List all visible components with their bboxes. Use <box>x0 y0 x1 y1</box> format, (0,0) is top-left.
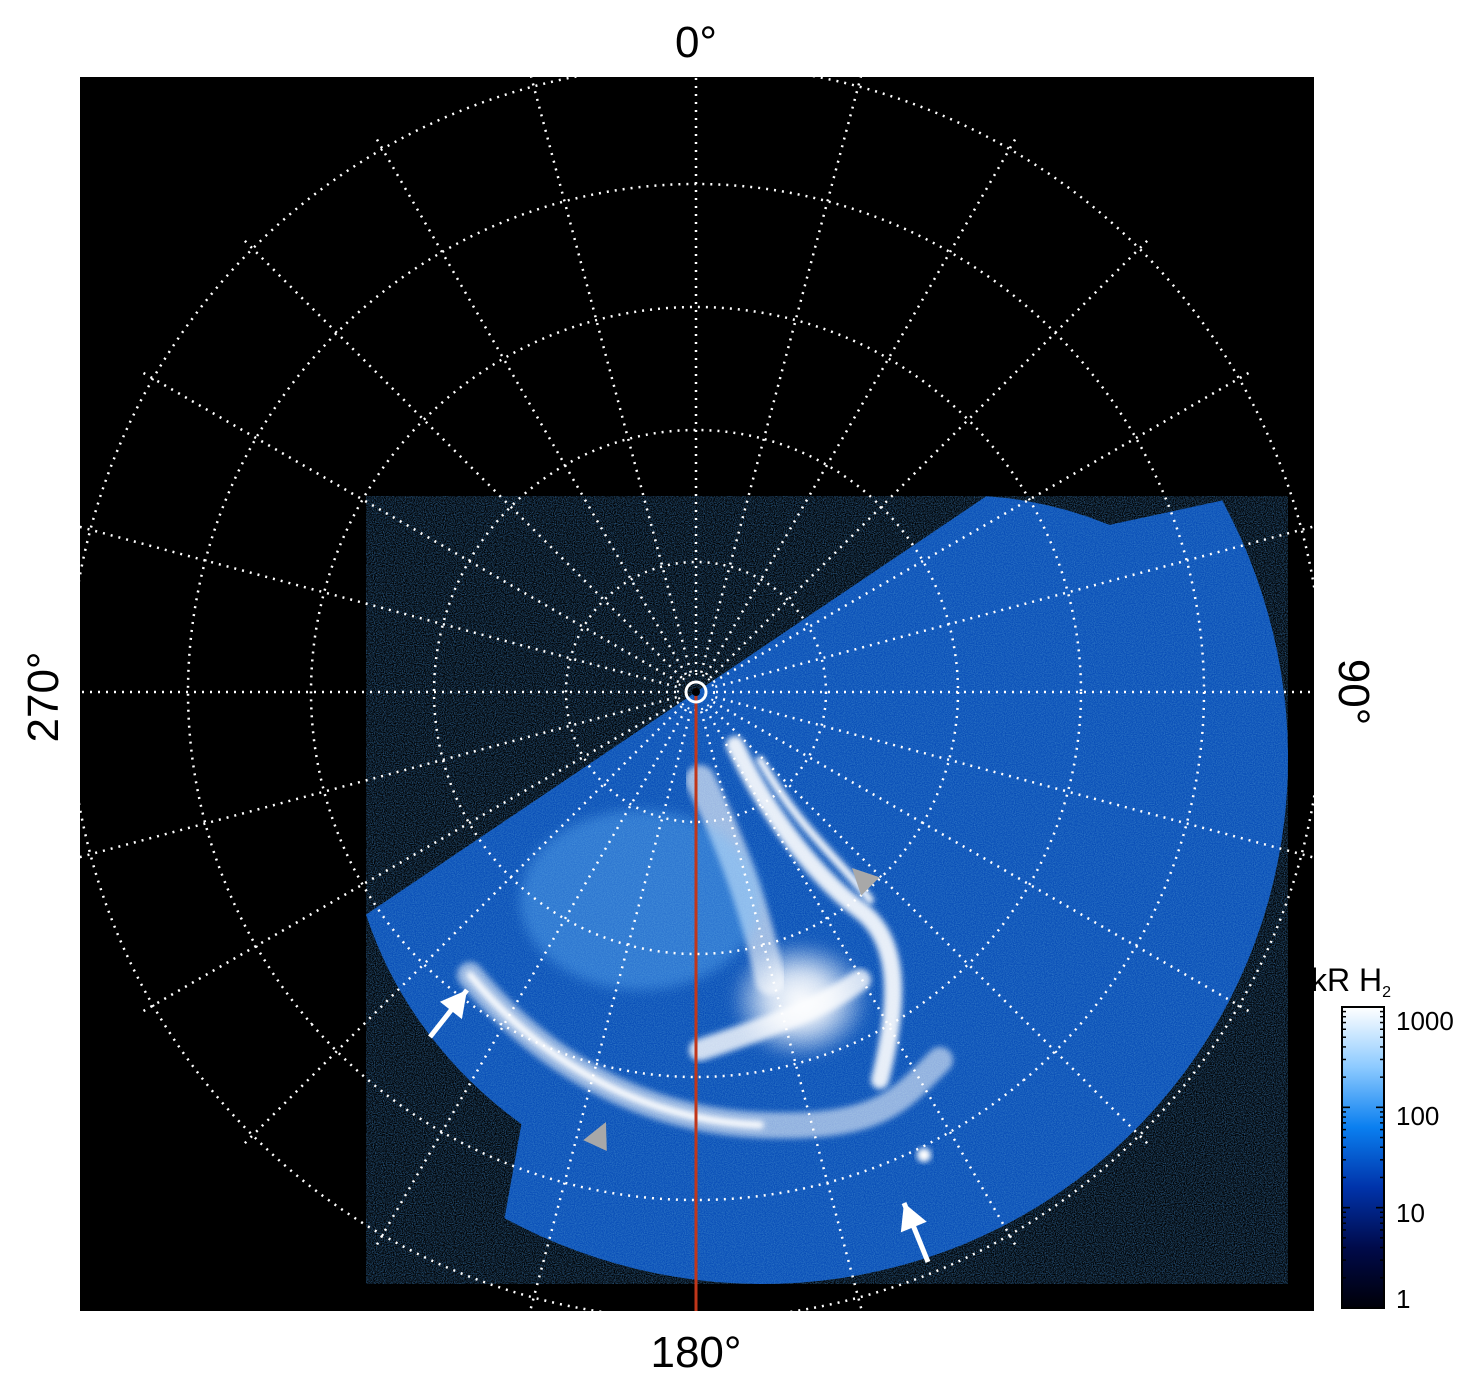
arrow-icon <box>428 988 469 1039</box>
label-bottom: 180° <box>650 1328 741 1377</box>
colorbar-title-subscript: 2 <box>1382 984 1391 1001</box>
latitude-circle <box>564 560 828 824</box>
colorbar-title: kR H2 <box>1311 962 1391 1001</box>
arrowhead-icon <box>583 1122 607 1152</box>
aurora-image <box>366 496 1288 1284</box>
latitude-circle <box>309 305 1083 1079</box>
aurora-arc <box>726 736 903 1089</box>
colorbar-tick-10: 10 <box>1396 1198 1425 1228</box>
colorbar-title-main: kR H <box>1311 962 1382 998</box>
label-right: 90° <box>1329 659 1378 726</box>
label-left: 270° <box>19 651 68 742</box>
pole-marker-icon <box>684 680 708 704</box>
annotation-arrows <box>428 868 931 1263</box>
arrow-icon <box>900 1202 931 1263</box>
aurora-arc <box>466 971 764 1129</box>
colorbar-tick-100: 100 <box>1396 1101 1439 1131</box>
colorbar-tick-1: 1 <box>1396 1284 1410 1314</box>
aurora-emission <box>457 736 953 1162</box>
arrowhead-icon <box>852 868 880 896</box>
aurora-diffuse-glow <box>520 810 760 990</box>
colorbar-bar <box>1341 1006 1385 1309</box>
label-top: 0° <box>675 18 717 67</box>
colorbar-minor-ticks <box>1342 1006 1384 1309</box>
aurora-spot <box>917 1148 931 1162</box>
colorbar: kR H2 1000 100 10 1 <box>1311 962 1454 1314</box>
colorbar-tick-1000: 1000 <box>1396 1006 1454 1036</box>
aurora-bright-spot <box>730 940 870 1060</box>
